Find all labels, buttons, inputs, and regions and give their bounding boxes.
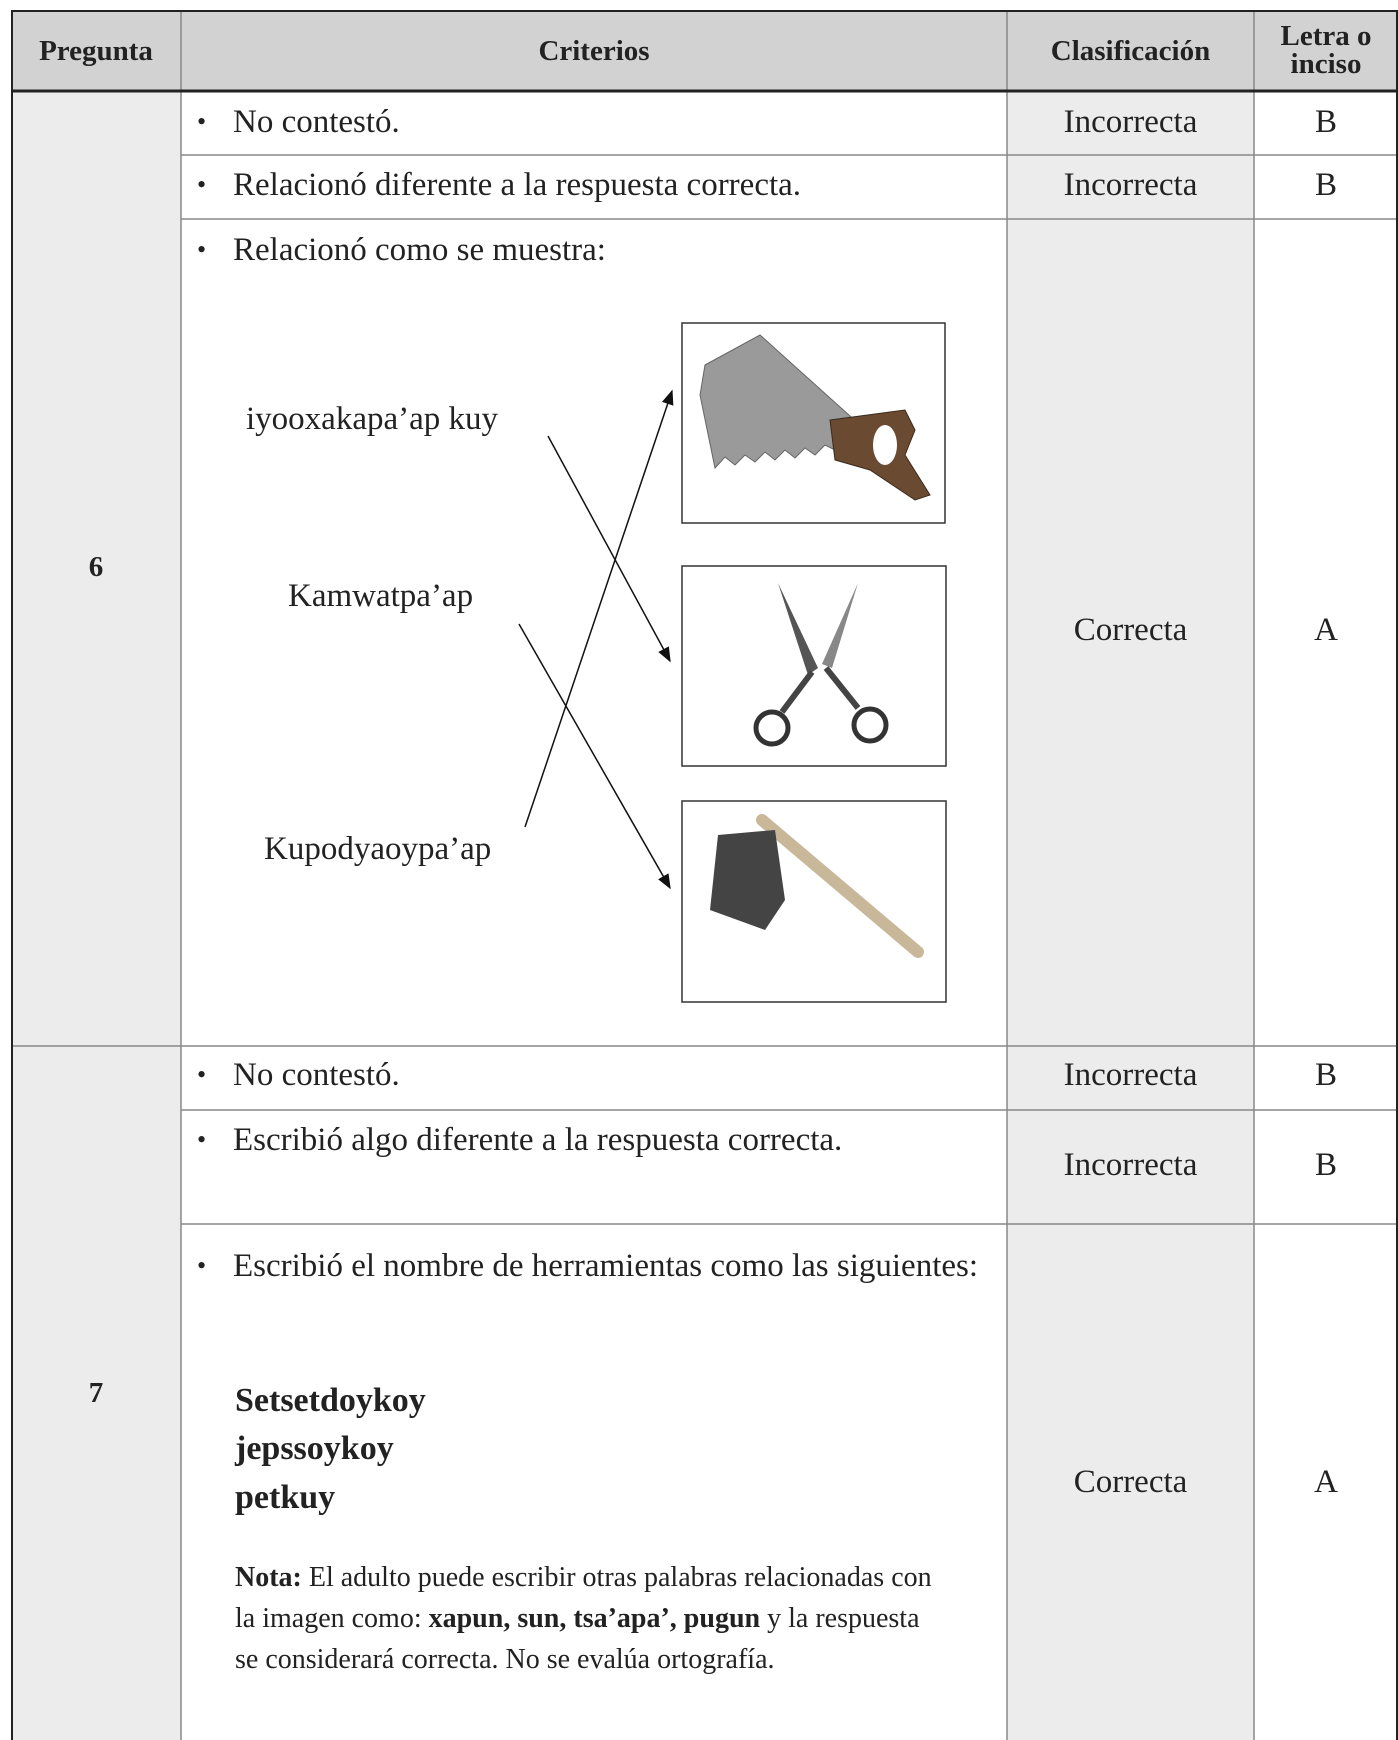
criterion: Escribió algo diferente a la respuesta c… (197, 1116, 893, 1164)
criterion: No contestó. (197, 98, 1013, 146)
question-number: 6 (88, 551, 104, 583)
classification: Incorrecta (1063, 1147, 1198, 1183)
image-hoe (681, 800, 947, 1003)
letter: B (1314, 167, 1337, 203)
letter: B (1314, 104, 1337, 140)
match-word: Kupodyaoypa’ap (264, 831, 492, 867)
header-cell: Criterios (538, 35, 650, 67)
match-word: Kamwatpa’ap (288, 578, 474, 614)
classification-column-bg (1007, 91, 1254, 1740)
criterion: Escribió el nombre de herramientas como … (197, 1242, 993, 1290)
note-text: El adulto puede escribir otras palabras … (235, 1562, 932, 1634)
answer-word: petkuy (235, 1479, 336, 1516)
note: Nota: El adulto puede escribir otras pal… (235, 1557, 935, 1680)
header-cell: Clasificación (1050, 35, 1211, 67)
classification: Incorrecta (1063, 104, 1198, 140)
image-saw (681, 322, 946, 524)
letter: A (1314, 1464, 1338, 1500)
header-cell: Letra o inciso (1280, 20, 1372, 80)
outer-border (11, 10, 1398, 1740)
classification: Incorrecta (1063, 1057, 1198, 1093)
answer-word: jepssoykoy (235, 1430, 394, 1467)
letter: B (1314, 1057, 1337, 1093)
letter: B (1314, 1147, 1337, 1183)
match-word: iyooxakapa’ap kuy (246, 401, 498, 437)
row-lines (11, 11, 1398, 1740)
header-bg (11, 11, 1397, 91)
image-scissors (681, 565, 947, 767)
classification: Correcta (1073, 612, 1188, 648)
criterion: No contestó. (197, 1051, 1013, 1099)
note-examples: xapun, sun, tsa’apa’, pugun (428, 1603, 761, 1634)
question-column-bg (11, 91, 181, 1740)
classification: Incorrecta (1063, 167, 1198, 203)
question-number: 7 (88, 1377, 104, 1409)
header-cell: Pregunta (39, 35, 153, 67)
criterion: Relacionó como se muestra: (197, 226, 1013, 274)
match-arrows (518, 389, 674, 890)
answer-word: Setsetdoykoy (235, 1382, 426, 1419)
criterion: Relacionó diferente a la respuesta corre… (197, 161, 1033, 209)
letter: A (1314, 612, 1338, 648)
classification: Correcta (1073, 1464, 1188, 1500)
note-text: y la respuesta se considerará correcta. … (235, 1603, 920, 1675)
note-label: Nota: (235, 1562, 302, 1593)
